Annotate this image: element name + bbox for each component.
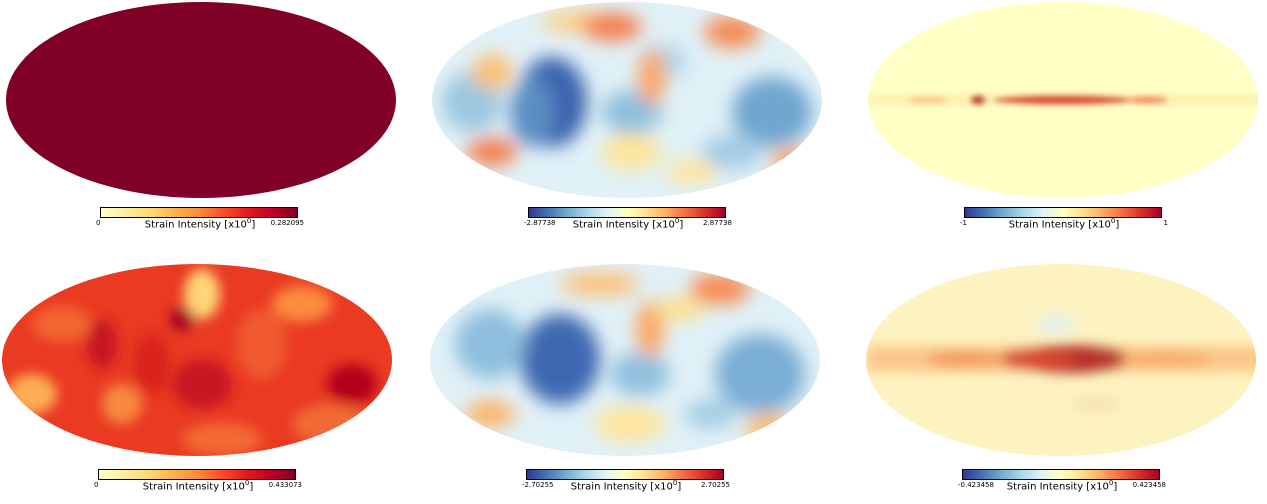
colorbar-2: -2.87738 2.87738 Strain Intensity [x100] — [524, 207, 732, 237]
colorbar-min-label: 0 — [96, 219, 101, 227]
panel-1: 0 0.282095 Strain Intensity [x100] — [4, 2, 404, 242]
panel-6: -0.423458 0.423458 Strain Intensity [x10… — [866, 264, 1266, 504]
panel-2: -2.87738 2.87738 Strain Intensity [x100] — [432, 2, 832, 242]
colorbar-min-label: -0.423458 — [958, 481, 994, 489]
colorbar-gradient — [98, 469, 296, 480]
colorbar-min-label: -2.87738 — [524, 219, 556, 227]
colorbar-title: Strain Intensity [x100] — [142, 479, 254, 493]
colorbar-max-label: 0.282095 — [270, 219, 304, 227]
colorbar-gradient — [528, 207, 726, 218]
colorbar-max-label: 0.433073 — [268, 481, 302, 489]
colorbar-title: Strain Intensity [x100] — [1006, 479, 1118, 493]
colorbar-title: Strain Intensity [x100] — [144, 217, 256, 231]
colorbar-1: 0 0.282095 Strain Intensity [x100] — [96, 207, 304, 237]
colorbar-3: -1 1 Strain Intensity [x100] — [960, 207, 1168, 237]
colorbar-min-label: -1 — [960, 219, 967, 227]
colorbar-gradient — [964, 207, 1162, 218]
colorbar-gradient — [962, 469, 1160, 480]
colorbar-min-label: 0 — [94, 481, 99, 489]
mollweide-map-2 — [432, 2, 822, 198]
colorbar-6: -0.423458 0.423458 Strain Intensity [x10… — [958, 469, 1166, 499]
colorbar-4: 0 0.433073 Strain Intensity [x100] — [94, 469, 302, 499]
colorbar-max-label: 1 — [1163, 219, 1168, 227]
colorbar-title: Strain Intensity [x100] — [572, 217, 684, 231]
colorbar-min-label: -2.70255 — [522, 481, 554, 489]
colorbar-max-label: 2.87738 — [703, 219, 732, 227]
mollweide-map-5 — [430, 264, 820, 456]
mollweide-map-1 — [6, 2, 396, 198]
panel-5: -2.70255 2.70255 Strain Intensity [x100] — [430, 264, 830, 504]
mollweide-map-4 — [2, 264, 392, 456]
colorbar-max-label: 2.70255 — [701, 481, 730, 489]
colorbar-max-label: 0.423458 — [1132, 481, 1166, 489]
colorbar-5: -2.70255 2.70255 Strain Intensity [x100] — [522, 469, 730, 499]
mollweide-map-3 — [868, 2, 1258, 198]
colorbar-title: Strain Intensity [x100] — [570, 479, 682, 493]
panel-3: -1 1 Strain Intensity [x100] — [868, 2, 1267, 242]
colorbar-title: Strain Intensity [x100] — [1008, 217, 1120, 231]
colorbar-gradient — [526, 469, 724, 480]
panel-4: 0 0.433073 Strain Intensity [x100] — [2, 264, 402, 504]
mollweide-map-6 — [866, 264, 1256, 456]
colorbar-gradient — [100, 207, 298, 218]
